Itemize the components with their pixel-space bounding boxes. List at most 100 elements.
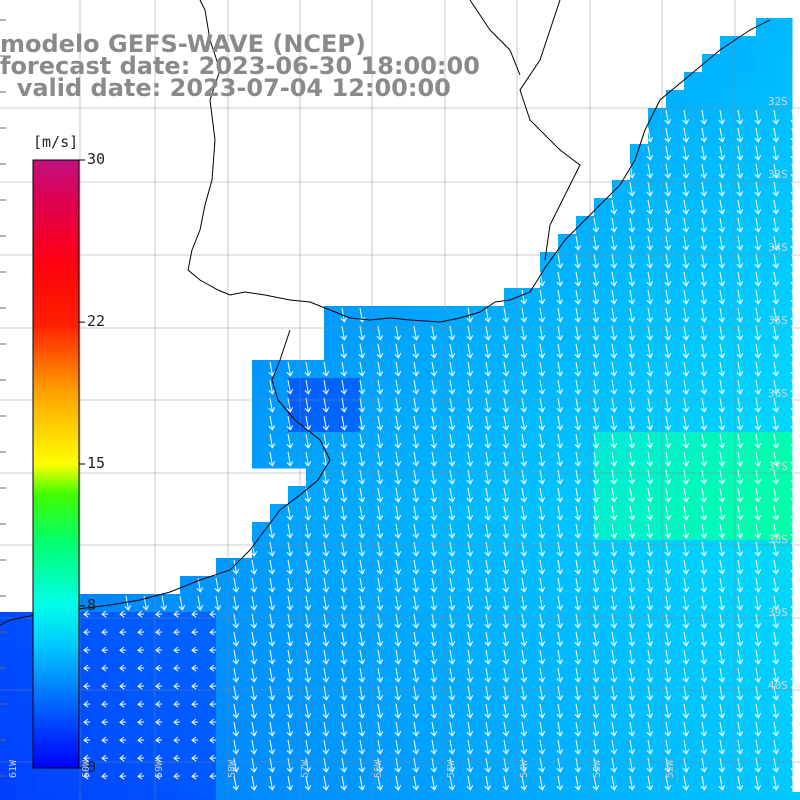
wind-arrow xyxy=(664,775,672,791)
wind-arrow xyxy=(232,559,240,575)
wind-cell xyxy=(504,630,523,649)
wind-cell xyxy=(630,360,649,379)
wind-cell xyxy=(450,720,469,739)
wind-arrow xyxy=(466,559,474,575)
wind-arrow xyxy=(101,718,109,726)
wind-cell xyxy=(666,774,685,793)
wind-arrow xyxy=(466,487,474,503)
wind-cell xyxy=(468,450,487,469)
wind-arrow xyxy=(430,379,438,395)
wind-arrow xyxy=(538,577,546,593)
wind-cell xyxy=(558,774,577,793)
wind-arrow xyxy=(520,379,528,395)
wind-arrow xyxy=(232,649,240,665)
wind-cell xyxy=(432,522,451,541)
wind-cell xyxy=(414,396,433,415)
wind-cell xyxy=(468,576,487,595)
wind-arrow xyxy=(412,667,420,683)
wind-cell xyxy=(504,720,523,739)
wind-cell xyxy=(666,558,685,577)
wind-cell xyxy=(702,684,721,703)
wind-arrow xyxy=(484,451,492,467)
latitude-label: 33S xyxy=(768,168,788,181)
wind-arrow xyxy=(574,685,582,701)
wind-arrow xyxy=(754,235,762,251)
wind-arrow xyxy=(736,631,744,647)
wind-arrow xyxy=(124,595,132,611)
wind-cell xyxy=(666,288,685,307)
wind-arrow xyxy=(682,721,690,737)
wind-cell xyxy=(90,756,109,775)
wind-cell xyxy=(324,396,343,415)
wind-arrow xyxy=(304,703,312,719)
wind-arrow xyxy=(520,577,528,593)
wind-direction-arrows xyxy=(83,109,798,791)
wind-arrow xyxy=(250,775,258,791)
wind-arrow xyxy=(502,487,510,503)
wind-arrow xyxy=(610,595,618,611)
wind-arrow xyxy=(502,523,510,539)
wind-arrow xyxy=(646,163,654,179)
wind-arrow xyxy=(682,307,690,323)
wind-cell xyxy=(720,306,739,325)
wind-arrow xyxy=(412,631,420,647)
wind-arrow xyxy=(484,685,492,701)
wind-cell xyxy=(252,558,271,577)
wind-arrow xyxy=(592,685,600,701)
wind-arrow xyxy=(664,631,672,647)
wind-cell xyxy=(360,522,379,541)
wind-cell xyxy=(630,198,649,217)
wind-arrow xyxy=(574,505,582,521)
wind-arrow xyxy=(394,469,402,485)
wind-cell xyxy=(630,342,649,361)
wind-cell xyxy=(432,558,451,577)
wind-arrow xyxy=(209,700,217,708)
wind-arrow xyxy=(119,610,127,618)
wind-arrow xyxy=(538,487,546,503)
wind-cell xyxy=(720,558,739,577)
wind-arrow xyxy=(484,307,492,323)
wind-cell xyxy=(630,666,649,685)
wind-cell xyxy=(396,630,415,649)
wind-cell xyxy=(432,414,451,433)
wind-cell xyxy=(288,486,307,505)
wind-cell xyxy=(198,576,217,595)
wind-arrow xyxy=(412,649,420,665)
wind-cell xyxy=(342,504,361,523)
wind-cell xyxy=(306,630,325,649)
wind-arrow xyxy=(718,541,726,557)
wind-arrow xyxy=(700,559,708,575)
wind-cell xyxy=(756,198,775,217)
wind-cell xyxy=(486,666,505,685)
wind-cell xyxy=(36,774,55,793)
wind-arrow xyxy=(268,595,276,611)
wind-arrow xyxy=(520,613,528,629)
wind-cell xyxy=(90,720,109,739)
wind-arrow xyxy=(250,685,258,701)
wind-cell xyxy=(540,342,559,361)
wind-cell xyxy=(504,756,523,775)
wind-cell xyxy=(702,648,721,667)
wind-arrow xyxy=(286,595,294,611)
wind-cell xyxy=(18,666,37,685)
wind-arrow xyxy=(232,667,240,683)
wind-cell xyxy=(720,324,739,343)
wind-arrow xyxy=(340,379,348,395)
wind-arrow xyxy=(790,307,798,323)
wind-cell xyxy=(216,774,235,793)
wind-arrow xyxy=(664,487,672,503)
wind-cell xyxy=(270,522,289,541)
wind-cell xyxy=(684,576,703,595)
wind-cell xyxy=(738,792,757,800)
wind-arrow xyxy=(556,559,564,575)
wind-cell xyxy=(378,612,397,631)
wind-arrow xyxy=(538,307,546,323)
wind-cell xyxy=(666,630,685,649)
wind-arrow xyxy=(610,253,618,269)
wind-cell xyxy=(252,756,271,775)
wind-cell xyxy=(630,180,649,199)
wind-arrow xyxy=(574,487,582,503)
wind-arrow xyxy=(790,649,798,665)
wind-cell xyxy=(468,486,487,505)
wind-arrow xyxy=(538,271,546,287)
